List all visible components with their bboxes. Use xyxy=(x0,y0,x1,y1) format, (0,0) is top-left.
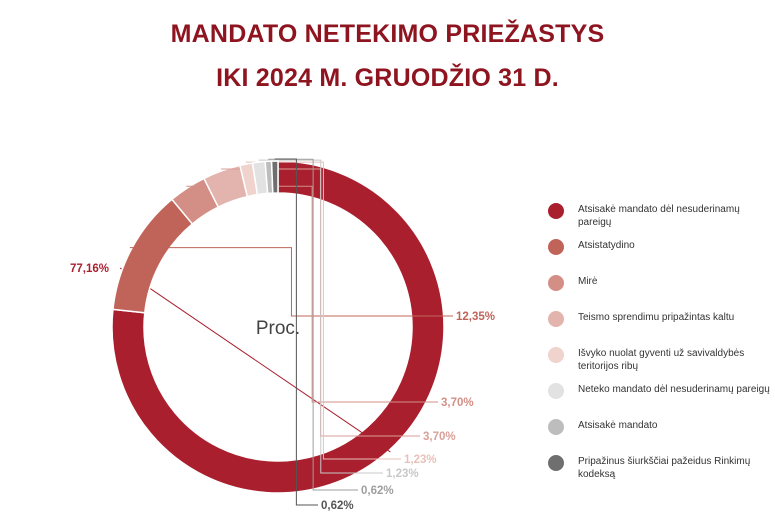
legend-swatch xyxy=(548,311,564,327)
donut-slice-1 xyxy=(111,160,445,494)
legend-item-7[interactable]: Atsisakė mandato xyxy=(548,414,770,450)
data-label-3: 3,70% xyxy=(441,397,474,409)
legend-swatch xyxy=(548,275,564,291)
data-label-6: 1,23% xyxy=(386,468,419,480)
leader-line-5 xyxy=(245,161,401,460)
legend-swatch xyxy=(548,455,564,471)
data-label-4: 3,70% xyxy=(423,431,456,443)
donut-slice-8 xyxy=(270,160,279,194)
data-label-7: 0,62% xyxy=(361,485,394,497)
leader-line-6 xyxy=(258,159,383,474)
legend-item-4[interactable]: Teismo sprendimu pripažintas kaltu xyxy=(548,306,770,342)
legend-label: Išvyko nuolat gyventi už savivaldybės te… xyxy=(578,348,745,372)
legend-swatch xyxy=(548,383,564,399)
legend-item-2[interactable]: Atsistatydino xyxy=(548,234,770,270)
legend-label: Atsisakė mandato dėl nesuderinamų pareig… xyxy=(578,204,740,228)
legend-label: Pripažinus šiurkščiai pažeidus Rinkimų k… xyxy=(578,456,751,480)
chart-title-line-2: IKI 2024 M. GRUODŽIO 31 D. xyxy=(216,64,559,92)
legend-label: Teismo sprendimu pripažintas kaltu xyxy=(578,312,735,323)
chart-title-line-1: MANDATO NETEKIMO PRIEŽASTYS xyxy=(170,20,605,48)
leader-line-1 xyxy=(119,267,391,453)
legend-item-3[interactable]: Mirė xyxy=(548,270,770,306)
legend-label: Atsisakė mandato xyxy=(578,420,658,431)
legend-item-5[interactable]: Išvyko nuolat gyventi už savivaldybės te… xyxy=(548,342,770,378)
leader-line-8 xyxy=(274,158,318,506)
chart-title: MANDATO NETEKIMO PRIEŽASTYS IKI 2024 M. … xyxy=(0,12,775,100)
legend-label: Atsistatydino xyxy=(578,240,635,251)
legend-label: Mirė xyxy=(578,276,598,287)
legend-item-8[interactable]: Pripažinus šiurkščiai pažeidus Rinkimų k… xyxy=(548,450,770,486)
leader-line-2 xyxy=(129,247,453,317)
legend-swatch xyxy=(548,203,564,219)
donut-slice-2 xyxy=(112,198,194,314)
legend-swatch xyxy=(548,419,564,435)
chart-legend: Atsisakė mandato dėl nesuderinamų pareig… xyxy=(548,198,770,486)
data-label-2: 12,35% xyxy=(456,311,495,323)
data-label-8: 0,62% xyxy=(321,500,354,512)
legend-swatch xyxy=(548,347,564,363)
data-label-1: 77,16% xyxy=(70,263,109,275)
center-label: Proc. xyxy=(256,318,300,339)
legend-swatch xyxy=(548,239,564,255)
legend-label: Neteko mandato dėl nesuderinamų pareigų xyxy=(578,384,770,395)
legend-item-1[interactable]: Atsisakė mandato dėl nesuderinamų pareig… xyxy=(548,198,770,234)
data-label-5: 1,23% xyxy=(404,454,437,466)
legend-item-6[interactable]: Neteko mandato dėl nesuderinamų pareigų xyxy=(548,378,770,414)
